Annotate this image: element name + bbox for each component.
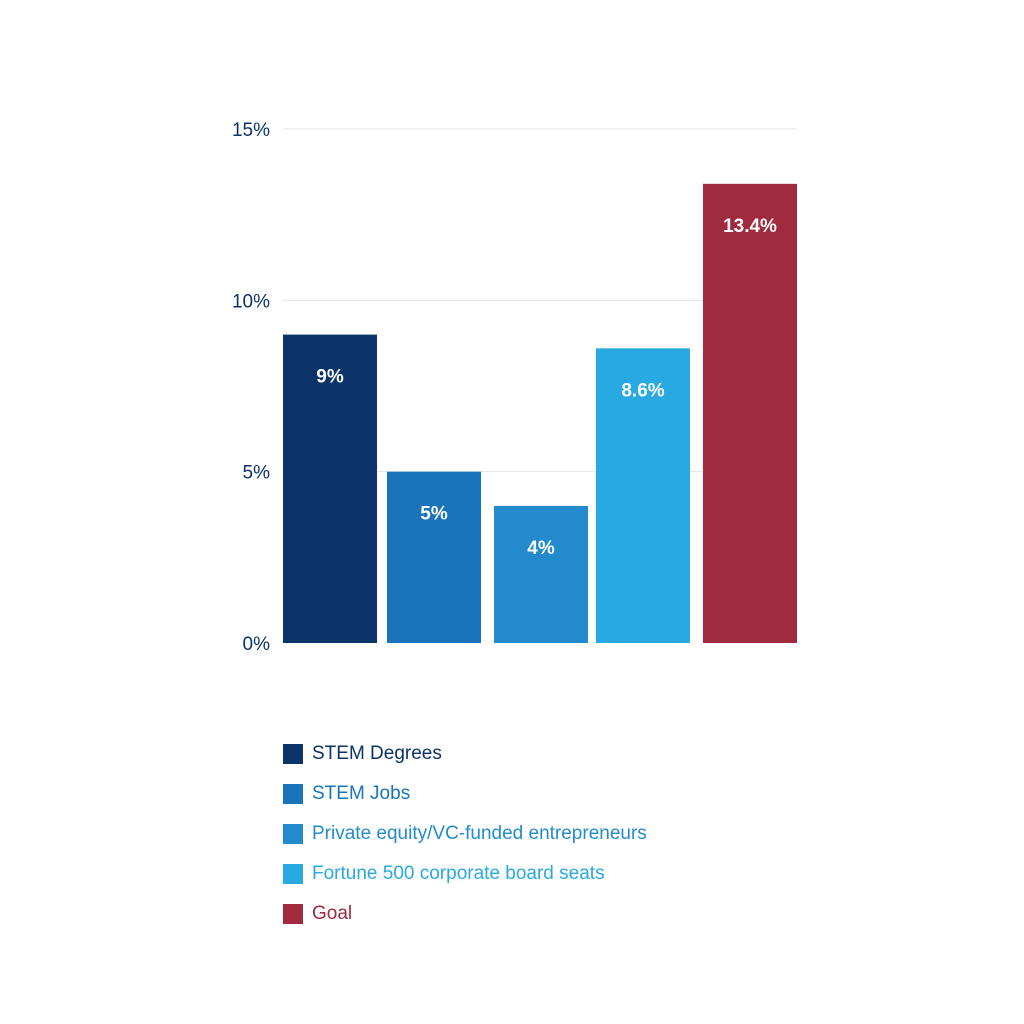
y-axis: 0% 5% 10% 15% [232,120,270,655]
bar-value-label: 5% [420,504,448,525]
legend-item: Fortune 500 corporate board seats [283,854,647,894]
bar [494,505,588,643]
bar [703,183,797,643]
legend-label: STEM Jobs [312,783,411,804]
legend-label: Private equity/VC-funded entrepreneurs [312,823,647,844]
bar-value-label: 13.4% [723,216,777,237]
bar-value-label: 8.6% [621,380,664,401]
legend-item: STEM Degrees [283,734,647,774]
legend: STEM Degrees STEM Jobs Private equity/VC-f… [283,734,647,934]
legend-swatch [283,744,303,764]
bar-value-label: 9% [316,367,344,388]
bar-value-label: 4% [527,538,555,559]
legend-item: Goal [283,894,647,934]
bars [283,183,797,643]
legend-swatch [283,864,303,884]
y-tick-label: 15% [232,120,270,141]
y-tick-label: 5% [243,463,271,484]
legend-swatch [283,784,303,804]
bar [387,471,481,643]
legend-label: Fortune 500 corporate board seats [312,863,605,884]
bar [596,348,690,643]
data-labels: 9% 5% 4% 8.6% 13.4% [316,216,777,559]
bar [283,334,377,643]
legend-swatch [283,824,303,844]
legend-item: Private equity/VC-funded entrepreneurs [283,814,647,854]
legend-label: STEM Degrees [312,743,442,764]
legend-item: STEM Jobs [283,774,647,814]
legend-label: Goal [312,903,353,924]
y-tick-label: 0% [243,634,271,655]
legend-swatch [283,904,303,924]
bar-chart: 0% 5% 10% 15% 9% 5% 4% 8.6% 13.4% [232,120,797,655]
y-tick-label: 10% [232,291,270,312]
